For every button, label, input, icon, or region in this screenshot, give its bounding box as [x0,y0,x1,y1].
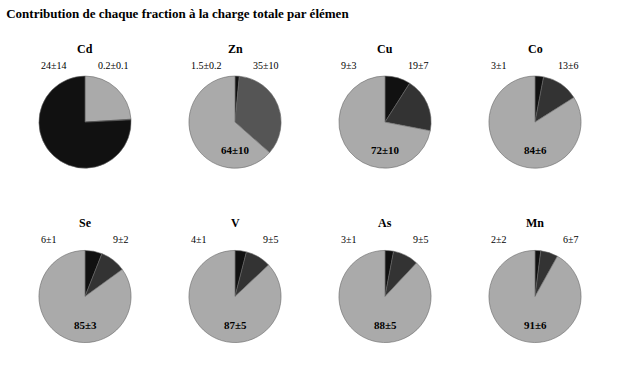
svg-text:9±5: 9±5 [263,234,279,245]
svg-text:As: As [378,216,392,230]
svg-text:2±2: 2±2 [491,234,507,245]
svg-text:Cu: Cu [377,42,393,56]
svg-text:88±5: 88±5 [374,319,397,331]
svg-text:87±5: 87±5 [224,319,247,331]
svg-text:85±3: 85±3 [74,319,97,331]
svg-text:13±6: 13±6 [558,60,579,71]
svg-text:Co: Co [528,42,543,56]
svg-text:9±2: 9±2 [113,234,129,245]
svg-text:4±1: 4±1 [191,234,207,245]
svg-text:Mn: Mn [526,216,544,230]
svg-text:Cd: Cd [77,42,93,56]
svg-text:24±14: 24±14 [41,60,67,71]
svg-text:84±6: 84±6 [524,144,547,156]
svg-text:6±7: 6±7 [563,234,579,245]
svg-text:V: V [231,216,240,230]
svg-text:Se: Se [79,216,92,230]
svg-text:72±10: 72±10 [371,144,400,156]
svg-text:3±1: 3±1 [491,60,507,71]
svg-text:91±6: 91±6 [524,319,547,331]
svg-text:9±5: 9±5 [413,234,429,245]
svg-text:0.2±0.1: 0.2±0.1 [98,60,129,71]
svg-text:Contribution de chaque fractio: Contribution de chaque fraction à la cha… [6,6,349,21]
svg-text:1.5±0.2: 1.5±0.2 [191,60,222,71]
svg-text:Zn: Zn [228,42,243,56]
svg-text:6±1: 6±1 [41,234,57,245]
svg-text:3±1: 3±1 [341,234,357,245]
svg-text:19±7: 19±7 [408,60,429,71]
svg-text:64±10: 64±10 [221,144,250,156]
svg-text:35±10: 35±10 [253,60,279,71]
svg-text:9±3: 9±3 [341,60,357,71]
